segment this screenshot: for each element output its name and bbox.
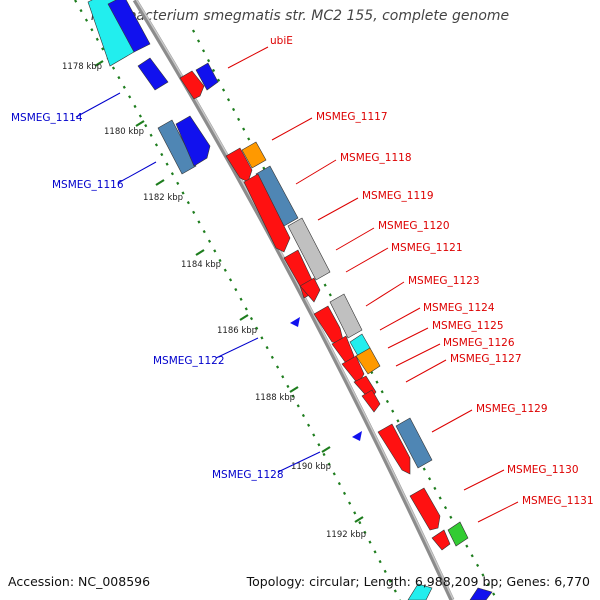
label-MSMEG_1131[interactable]: MSMEG_1131 [522,495,594,507]
ticks [94,60,364,523]
gene-bottom-blue[interactable] [469,587,493,600]
tick-mark [289,386,299,393]
gene-labels-blue: MSMEG_1114 MSMEG_1116 MSMEG_1122 MSMEG_1… [11,112,284,481]
leader-MSMEG_1126 [395,343,441,367]
tick-label-1184: 1184 kbp [181,260,221,270]
marker-MSMEG_1122[interactable] [290,317,300,327]
label-MSMEG_1130[interactable]: MSMEG_1130 [507,464,579,476]
leader-lines-blue [75,92,321,473]
gene-ubiE-red[interactable] [179,70,205,100]
gene-MSMEG_1131-red[interactable] [431,529,451,551]
label-MSMEG_1129[interactable]: MSMEG_1129 [476,403,548,415]
gene-MSMEG_1129[interactable] [395,417,433,469]
leader-MSMEG_1120 [335,227,375,251]
inner-genes [87,0,211,175]
label-MSMEG_1116[interactable]: MSMEG_1116 [52,179,124,191]
gene-MSMEG_1114[interactable] [157,119,197,175]
map-title: Mycobacterium smegmatis str. MC2 155, co… [90,8,510,24]
tick-label-1180: 1180 kbp [104,127,144,137]
leader-MSMEG_1123 [365,281,405,307]
gene-MSMEG_1129-red[interactable] [377,423,411,475]
gene-MSMEG_1116[interactable] [175,115,211,167]
tick-label-1192: 1192 kbp [326,530,366,540]
label-MSMEG_1126[interactable]: MSMEG_1126 [443,337,515,349]
gene-MSMEG_1117[interactable] [241,141,267,169]
leader-MSMEG_1128 [277,451,321,473]
leader-MSMEG_1122 [215,337,259,359]
tick-mark [195,249,205,256]
tick-label-1188: 1188 kbp [255,393,295,403]
label-MSMEG_1117[interactable]: MSMEG_1117 [316,111,388,123]
accession-text: Accession: NC_008596 [8,574,151,589]
tick-label-1190: 1190 kbp [291,462,331,472]
gene-MSMEG_1128-red[interactable] [361,389,381,413]
label-MSMEG_1119[interactable]: MSMEG_1119 [362,190,434,202]
marker-MSMEG_1128[interactable] [352,431,362,441]
leader-MSMEG_1130 [463,469,505,491]
tick-mark [135,120,145,127]
genome-backbone [132,0,455,600]
gene-MSMEG_1121b[interactable] [299,277,321,303]
label-MSMEG_1125[interactable]: MSMEG_1125 [432,320,504,332]
label-MSMEG_1120[interactable]: MSMEG_1120 [378,220,450,232]
gene-MSMEG_1120-red[interactable] [243,173,291,253]
label-MSMEG_1128[interactable]: MSMEG_1128 [212,469,284,481]
inner-dotted-ring [74,0,401,600]
label-MSMEG_1121[interactable]: MSMEG_1121 [391,242,463,254]
label-MSMEG_1118[interactable]: MSMEG_1118 [340,152,412,164]
outer-genes [179,62,493,600]
tick-label-1178: 1178 kbp [62,62,102,72]
gene-MSMEG_1130[interactable] [409,487,441,531]
leader-MSMEG_1127 [405,359,447,383]
gene-MSMEG_1126[interactable] [331,335,355,367]
gene-blue-small[interactable] [137,57,169,91]
leader-MSMEG_1118 [295,159,337,185]
leader-MSMEG_1125 [387,327,429,349]
gene-MSMEG_1127[interactable] [341,355,365,385]
gene-ubiE-blue[interactable] [195,62,219,91]
gene-MSMEG_1124[interactable] [313,305,345,345]
leader-ubiE [227,46,269,69]
label-MSMEG_1123[interactable]: MSMEG_1123 [408,275,480,287]
topology-text: Topology: circular; Length: 6,988,209 bp… [246,574,590,589]
backbone-highlight [135,0,454,600]
gene-blue-top[interactable] [107,0,151,53]
leader-MSMEG_1129 [431,409,473,433]
leader-MSMEG_1124 [379,307,421,331]
tick-mark [354,516,364,523]
tick-label-1186: 1186 kbp [217,326,257,336]
tick-mark [239,314,249,321]
label-MSMEG_1127[interactable]: MSMEG_1127 [450,353,522,365]
tick-mark [94,60,104,67]
label-MSMEG_1124[interactable]: MSMEG_1124 [423,302,495,314]
leader-MSMEG_1117 [271,117,313,141]
label-ubiE[interactable]: ubiE [270,35,293,47]
gene-MSMEG_1118[interactable] [225,147,253,183]
leader-lines-red [227,46,519,523]
tick-mark [155,179,165,186]
gene-MSMEG_1120[interactable] [287,217,331,281]
tick-label-1182: 1182 kbp [143,193,183,203]
leader-MSMEG_1121 [345,247,389,273]
gene-labels-red: ubiE MSMEG_1117 MSMEG_1118 MSMEG_1119 MS… [270,35,594,507]
label-MSMEG_1114[interactable]: MSMEG_1114 [11,112,83,124]
leader-MSMEG_1119 [317,197,359,221]
leader-MSMEG_1116 [117,161,157,184]
label-MSMEG_1122[interactable]: MSMEG_1122 [153,355,225,367]
leader-MSMEG_1131 [477,501,519,523]
gene-MSMEG_1131[interactable] [447,521,469,547]
gene-bottom-cyan[interactable] [407,583,433,600]
gene-MSMEG_1126b[interactable] [355,347,381,375]
leader-MSMEG_1114 [75,92,121,118]
tick-mark [321,446,331,453]
gene-MSMEG_1123[interactable] [329,293,363,339]
